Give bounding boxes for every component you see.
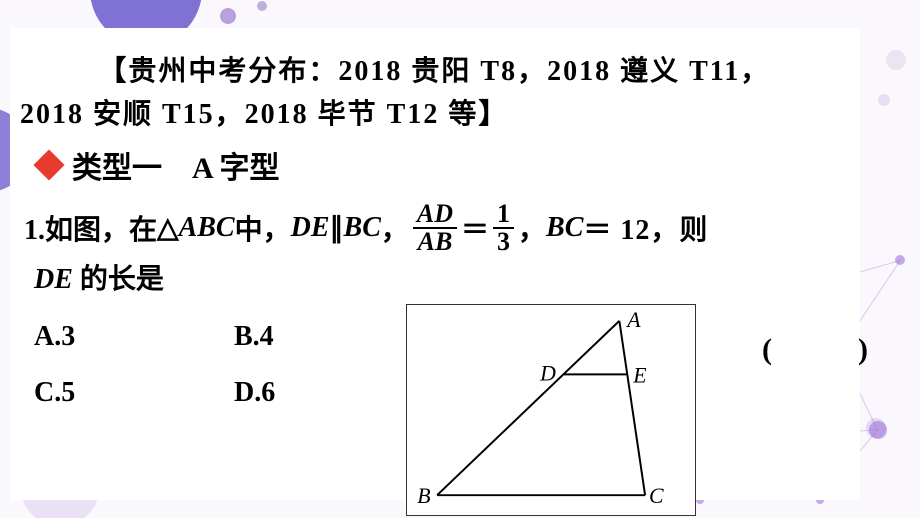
svg-text:E: E [632, 363, 646, 387]
q-de: DE [291, 212, 330, 244]
header-line-1: 【贵州中考分布：2018 贵阳 T8，2018 遵义 T11， [12, 50, 858, 93]
q-bc2: BC [546, 212, 583, 244]
option-b[interactable]: B.4 [234, 321, 434, 353]
frac1-num: AD [413, 201, 457, 227]
eq1: ＝ [461, 208, 489, 248]
svg-text:D: D [539, 361, 556, 385]
question-line-1: 1.如图，在 △ ABC 中， DE ∥ BC ， AD AB ＝ 1 3 ， … [12, 197, 858, 255]
frac2-num: 1 [493, 201, 514, 227]
svg-text:B: B [417, 484, 430, 508]
q-tail-de: DE [34, 264, 73, 295]
frac2-den: 3 [493, 229, 514, 255]
triangle-sym: △ [157, 211, 179, 245]
q-mid1: 中， [235, 208, 291, 248]
q-tail-text: 的长是 [80, 264, 164, 295]
content-card: 【贵州中考分布：2018 贵阳 T8，2018 遵义 T11， 2018 安顺 … [10, 28, 860, 500]
q-eqnum: ＝ 12，则 [583, 208, 708, 248]
section-label: 类型一 A 字型 [72, 143, 280, 187]
diamond-icon [33, 149, 64, 180]
fraction-ad-ab: AD AB [413, 201, 457, 255]
parallel-sym: ∥ [330, 211, 344, 245]
answer-paren: ( ) [762, 324, 896, 368]
q-prefix: 1.如图，在 [24, 208, 157, 248]
section-heading: 类型一 A 字型 [12, 137, 858, 197]
q-triname: ABC [179, 212, 235, 244]
q-c1: ， [381, 208, 409, 248]
triangle-figure: A B C D E [406, 304, 696, 516]
q-bc: BC [344, 212, 381, 244]
header-line-2: 2018 安顺 T15，2018 毕节 T12 等】 [12, 93, 858, 136]
option-c[interactable]: C.5 [34, 377, 234, 409]
frac1-den: AB [414, 229, 457, 255]
fraction-1-3: 1 3 [493, 201, 514, 255]
svg-text:A: A [625, 308, 641, 332]
svg-text:C: C [649, 484, 664, 508]
option-d[interactable]: D.6 [234, 377, 434, 409]
option-a[interactable]: A.3 [34, 321, 234, 353]
q-c2: ， [518, 208, 546, 248]
